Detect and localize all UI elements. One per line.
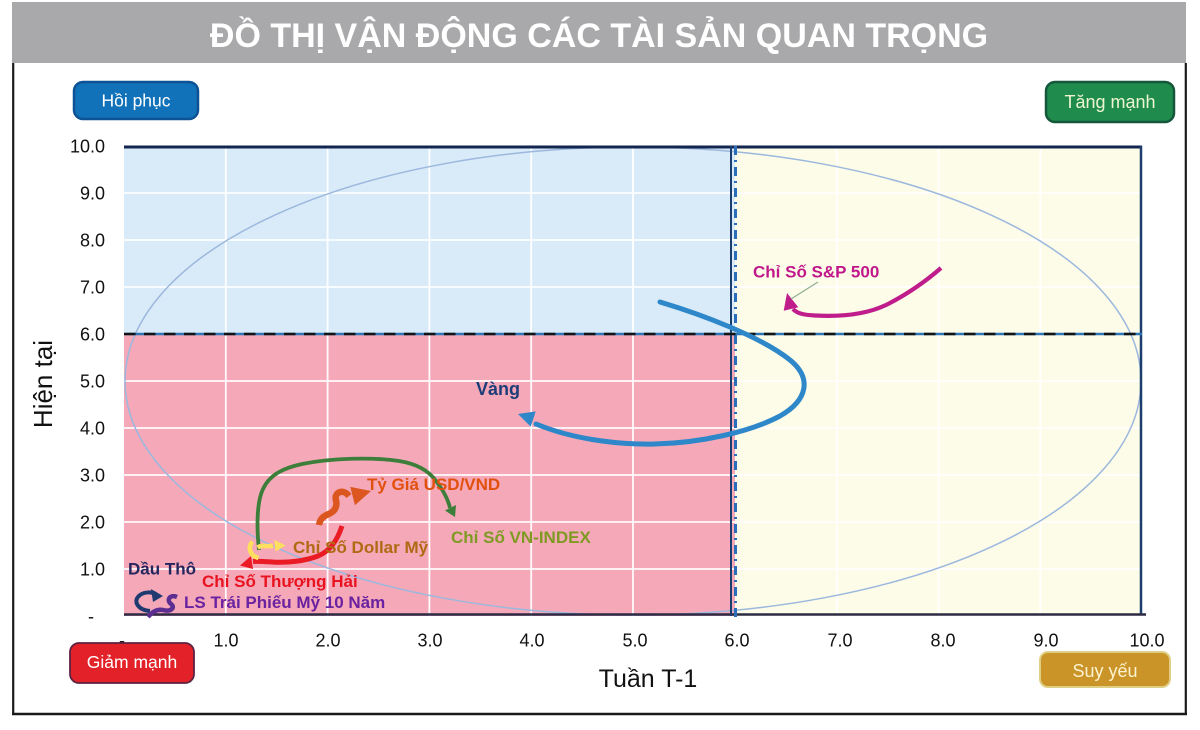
svg-text:LS Trái Phiếu Mỹ 10 Năm: LS Trái Phiếu Mỹ 10 Năm xyxy=(184,593,385,612)
svg-text:6.0: 6.0 xyxy=(80,325,105,345)
svg-text:4.0: 4.0 xyxy=(519,631,544,651)
svg-text:Giảm mạnh: Giảm mạnh xyxy=(87,652,177,672)
svg-text:Tăng mạnh: Tăng mạnh xyxy=(1064,92,1155,112)
svg-text:9.0: 9.0 xyxy=(80,184,105,204)
svg-text:3.0: 3.0 xyxy=(80,466,105,486)
svg-text:Dầu Thô: Dầu Thô xyxy=(128,560,196,579)
svg-text:Chỉ Số Thượng Hải: Chỉ Số Thượng Hải xyxy=(202,572,358,591)
svg-text:Tỷ Giá USD/VND: Tỷ Giá USD/VND xyxy=(367,475,500,494)
svg-text:Hồi phục: Hồi phục xyxy=(101,91,170,111)
svg-text:Tuần T-1: Tuần T-1 xyxy=(599,665,698,693)
svg-text:ĐỒ THỊ VẬN ĐỘNG CÁC TÀI SẢN QU: ĐỒ THỊ VẬN ĐỘNG CÁC TÀI SẢN QUAN TRỌNG xyxy=(210,16,988,55)
svg-text:7.0: 7.0 xyxy=(80,278,105,298)
svg-text:Vàng: Vàng xyxy=(476,379,520,399)
svg-text:Chỉ Số VN-INDEX: Chỉ Số VN-INDEX xyxy=(451,528,591,547)
svg-text:Chỉ Số Dollar Mỹ: Chỉ Số Dollar Mỹ xyxy=(293,538,429,557)
svg-text:Suy yếu: Suy yếu xyxy=(1072,661,1137,681)
svg-text:10.0: 10.0 xyxy=(70,137,105,157)
svg-text:1.0: 1.0 xyxy=(80,560,105,580)
svg-text:8.0: 8.0 xyxy=(930,631,955,651)
svg-text:1.0: 1.0 xyxy=(213,631,238,651)
svg-text:-: - xyxy=(119,631,125,651)
svg-text:Chỉ Số S&P 500: Chỉ Số S&P 500 xyxy=(753,263,879,282)
svg-text:-: - xyxy=(88,607,94,627)
svg-text:10.0: 10.0 xyxy=(1129,631,1164,651)
svg-text:8.0: 8.0 xyxy=(80,231,105,251)
svg-text:7.0: 7.0 xyxy=(827,631,852,651)
svg-text:9.0: 9.0 xyxy=(1033,631,1058,651)
svg-text:4.0: 4.0 xyxy=(80,419,105,439)
svg-text:Hiện tại: Hiện tại xyxy=(28,340,58,428)
svg-text:3.0: 3.0 xyxy=(417,631,442,651)
svg-text:5.0: 5.0 xyxy=(80,372,105,392)
svg-text:5.0: 5.0 xyxy=(622,631,647,651)
svg-text:2.0: 2.0 xyxy=(315,631,340,651)
svg-text:2.0: 2.0 xyxy=(80,513,105,533)
svg-text:6.0: 6.0 xyxy=(724,631,749,651)
